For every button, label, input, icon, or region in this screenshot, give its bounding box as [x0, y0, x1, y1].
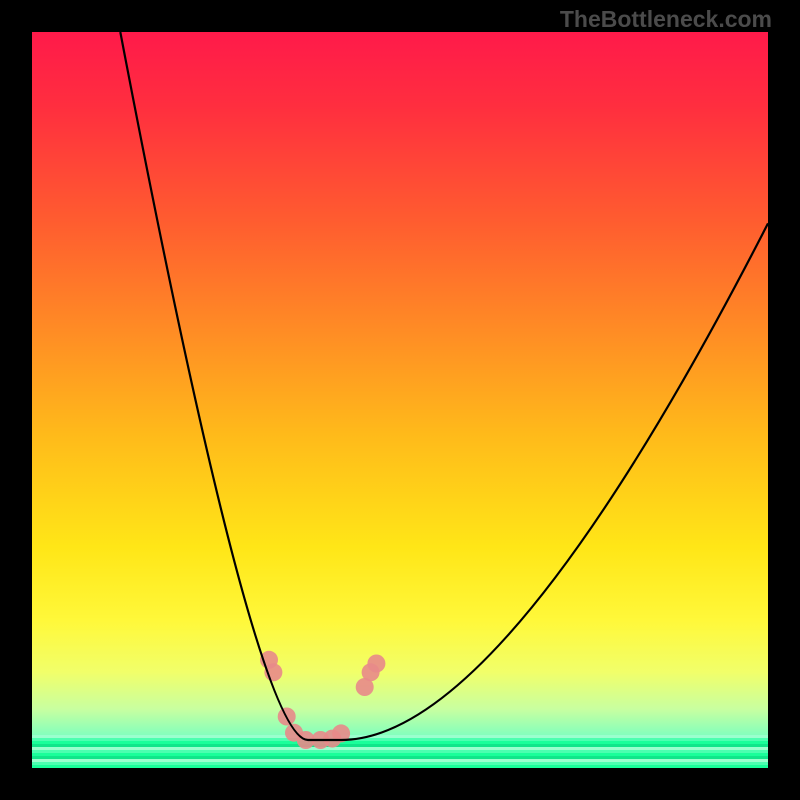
watermark-text: TheBottleneck.com — [560, 6, 772, 33]
chart-svg — [32, 32, 768, 768]
plot-area — [32, 32, 768, 768]
marker-dot — [367, 655, 385, 673]
v-curve-path — [120, 32, 768, 740]
stage: TheBottleneck.com — [0, 0, 800, 800]
